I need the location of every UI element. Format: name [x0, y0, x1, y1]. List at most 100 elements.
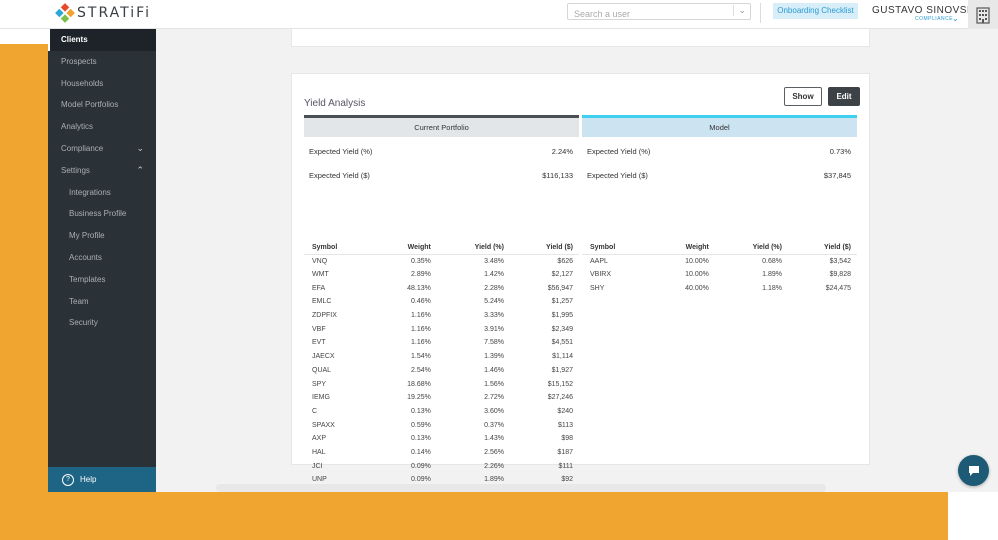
table-row: AXP 0.13% 1.43% $98 [304, 432, 579, 446]
table-cell: 1.43% [484, 435, 504, 443]
building-icon[interactable] [968, 0, 998, 29]
expected-yield-usd-label: Expected Yield ($) [309, 171, 370, 180]
sidebar-item-security[interactable]: Security [48, 312, 156, 334]
table-cell: ZDPFIX [312, 312, 337, 320]
table-cell: 0.09% [410, 462, 431, 470]
sidebar-item-label: Integrations [69, 187, 111, 197]
table-cell: 3.91% [484, 325, 504, 333]
sidebar-item-compliance[interactable]: Compliance ⌄ [48, 138, 156, 160]
table-cell: 1.54% [410, 353, 431, 361]
table-cell: 3.60% [484, 407, 504, 415]
previous-card [291, 29, 870, 47]
sidebar-item-integrations[interactable]: Integrations [48, 182, 156, 204]
user-menu-chevron-icon[interactable]: ⌄ [952, 14, 959, 23]
sidebar-item-settings[interactable]: Settings ⌃ [48, 160, 156, 182]
table-cell: $2,127 [551, 271, 573, 279]
table-cell: 2.28% [484, 284, 504, 292]
help-button[interactable]: ? Help [48, 467, 156, 492]
model-header: Model [582, 115, 857, 137]
chevron-down-icon[interactable]: ⌄ [733, 5, 746, 16]
expected-yield-pct-label: Expected Yield (%) [587, 147, 651, 156]
user-name[interactable]: GUSTAVO SINOVSKY [872, 5, 982, 16]
sidebar-item-accounts[interactable]: Accounts [48, 247, 156, 269]
table-cell: VBIRX [590, 271, 612, 279]
table-cell: 5.24% [484, 298, 504, 306]
card-title: Yield Analysis [304, 98, 366, 109]
sidebar-item-my-profile[interactable]: My Profile [48, 225, 156, 247]
sidebar-item-label: Prospects [61, 56, 97, 66]
sidebar-item-label: Households [61, 78, 104, 88]
table-cell: SPAXX [312, 421, 335, 429]
column-header: Symbol [304, 241, 374, 255]
current-portfolio-panel: Current Portfolio Expected Yield (%) 2.2… [304, 115, 579, 483]
expected-yield-pct-row: Expected Yield (%) 2.24% [304, 137, 579, 161]
table-cell: $4,551 [551, 339, 573, 347]
column-header: Yield ($) [787, 241, 857, 255]
sidebar-item-label: Analytics [61, 122, 94, 132]
onboarding-checklist-button[interactable]: Onboarding Checklist [773, 3, 858, 19]
table-cell: 40.00% [685, 284, 709, 292]
background-bottom [0, 492, 948, 540]
table-cell: 2.26% [484, 462, 504, 470]
current-portfolio-header: Current Portfolio [304, 115, 579, 137]
chat-icon [968, 465, 979, 476]
sidebar-item-households[interactable]: Households [48, 73, 156, 95]
sidebar-item-clients[interactable]: Clients [48, 29, 156, 51]
table-cell: 1.89% [484, 476, 504, 484]
expected-yield-usd-value: $116,133 [542, 171, 573, 180]
table-row: JCI 0.09% 2.26% $111 [304, 459, 579, 473]
sidebar-item-label: Model Portfolios [61, 100, 119, 110]
table-row: IEMG 19.25% 2.72% $27,246 [304, 391, 579, 405]
sidebar-item-label: Settings [61, 165, 90, 175]
table-cell: AAPL [590, 257, 608, 265]
sidebar-item-templates[interactable]: Templates [48, 269, 156, 291]
search-input[interactable] [568, 6, 728, 22]
bottom-shadow [216, 484, 826, 492]
table-cell: $1,995 [551, 312, 573, 320]
sidebar-item-team[interactable]: Team [48, 291, 156, 313]
table-cell: 0.68% [762, 257, 782, 265]
table-cell: EVT [312, 339, 326, 347]
divider [760, 3, 761, 23]
chat-button[interactable] [958, 455, 989, 486]
table-cell: JCI [312, 462, 323, 470]
table-cell: $240 [557, 407, 573, 415]
sidebar-item-business-profile[interactable]: Business Profile [48, 203, 156, 225]
sidebar-item-prospects[interactable]: Prospects [48, 51, 156, 73]
table-cell: 1.56% [484, 380, 504, 388]
table-cell: $98 [561, 435, 573, 443]
sidebar-item-label: Accounts [69, 252, 102, 262]
table-cell: VBF [312, 325, 326, 333]
table-cell: $111 [558, 462, 573, 470]
table-cell: 0.59% [410, 421, 431, 429]
table-cell: 1.18% [762, 284, 782, 292]
sidebar-item-label: Clients [61, 35, 88, 44]
chevron-up-icon: ⌃ [136, 164, 144, 175]
sidebar-item-label: Templates [69, 274, 106, 284]
logo[interactable]: STRATiFi [55, 3, 152, 23]
table-cell: $1,927 [551, 366, 573, 374]
logo-text: STRATiFi [77, 5, 152, 21]
sidebar-item-model-portfolios[interactable]: Model Portfolios [48, 94, 156, 116]
table-cell: 0.37% [484, 421, 504, 429]
table-cell: 10.00% [685, 257, 709, 265]
table-cell: 2.56% [484, 448, 504, 456]
table-cell: $9,828 [829, 271, 851, 279]
table-cell: $1,114 [552, 353, 573, 361]
user-search[interactable]: ⌄ [567, 3, 751, 22]
table-row: EVT 1.16% 7.58% $4,551 [304, 336, 579, 350]
table-cell: 0.46% [410, 298, 431, 306]
table-row: HAL 0.14% 2.56% $187 [304, 446, 579, 460]
table-cell: $1,257 [551, 298, 573, 306]
chevron-down-icon: ⌄ [136, 142, 144, 153]
table-row: EMLC 0.46% 5.24% $1,257 [304, 295, 579, 309]
model-holdings-table: Symbol Weight Yield (%) Yield ($) AAPL 10… [582, 241, 857, 295]
table-cell: 0.13% [410, 435, 431, 443]
sidebar-item-analytics[interactable]: Analytics [48, 116, 156, 138]
show-button[interactable]: Show [784, 87, 822, 106]
expected-yield-usd-value: $37,845 [823, 171, 851, 180]
edit-button[interactable]: Edit [828, 87, 860, 106]
table-cell: 19.25% [407, 394, 431, 402]
sidebar: Clients Prospects Households Model Portf… [48, 29, 156, 492]
table-cell: EMLC [312, 298, 332, 306]
